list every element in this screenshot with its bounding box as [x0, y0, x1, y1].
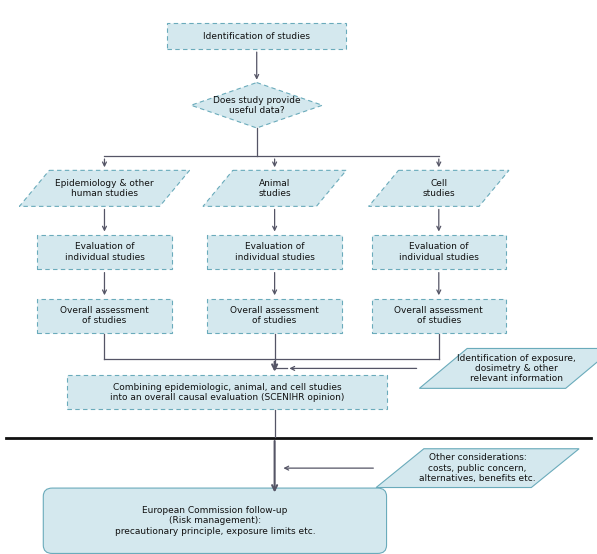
Text: Combining epidemiologic, animal, and cell studies
into an overall causal evaluat: Combining epidemiologic, animal, and cel…	[110, 382, 344, 402]
Polygon shape	[368, 171, 509, 206]
Polygon shape	[376, 449, 579, 488]
Text: Does study provide
useful data?: Does study provide useful data?	[213, 95, 300, 115]
FancyBboxPatch shape	[208, 235, 341, 269]
Text: Overall assessment
of studies: Overall assessment of studies	[395, 306, 483, 326]
Polygon shape	[191, 83, 322, 128]
FancyBboxPatch shape	[67, 375, 387, 409]
Text: Evaluation of
individual studies: Evaluation of individual studies	[64, 242, 144, 262]
Text: European Commission follow-up
(Risk management):
precautionary principle, exposu: European Commission follow-up (Risk mana…	[115, 506, 315, 536]
Text: Overall assessment
of studies: Overall assessment of studies	[60, 306, 149, 326]
Polygon shape	[203, 171, 346, 206]
Text: Identification of studies: Identification of studies	[203, 32, 310, 40]
FancyBboxPatch shape	[37, 299, 172, 333]
FancyBboxPatch shape	[371, 299, 506, 333]
FancyBboxPatch shape	[43, 488, 387, 553]
FancyBboxPatch shape	[167, 23, 346, 49]
Text: Epidemiology & other
human studies: Epidemiology & other human studies	[55, 178, 154, 198]
Text: Overall assessment
of studies: Overall assessment of studies	[230, 306, 319, 326]
Text: Evaluation of
individual studies: Evaluation of individual studies	[235, 242, 315, 262]
Polygon shape	[19, 171, 190, 206]
FancyBboxPatch shape	[37, 235, 172, 269]
Polygon shape	[419, 348, 597, 388]
Text: Identification of exposure,
dosimetry & other
relevant information: Identification of exposure, dosimetry & …	[457, 353, 576, 383]
Text: Evaluation of
individual studies: Evaluation of individual studies	[399, 242, 479, 262]
FancyBboxPatch shape	[208, 299, 341, 333]
Text: Cell
studies: Cell studies	[423, 178, 455, 198]
Text: Animal
studies: Animal studies	[259, 178, 291, 198]
FancyBboxPatch shape	[371, 235, 506, 269]
Text: Other considerations:
costs, public concern,
alternatives, benefits etc.: Other considerations: costs, public conc…	[419, 453, 536, 483]
